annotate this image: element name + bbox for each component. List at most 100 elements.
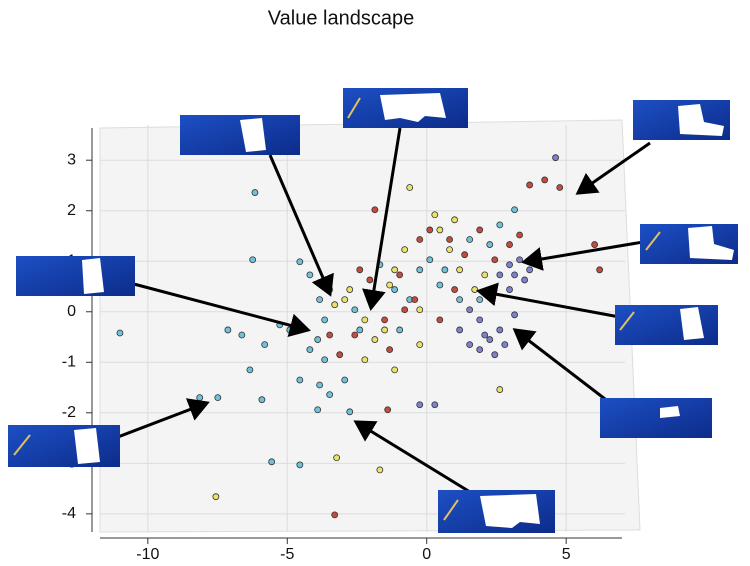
arrow	[362, 127, 402, 311]
point	[451, 286, 459, 293]
point	[466, 306, 474, 314]
point	[316, 381, 324, 389]
point	[446, 236, 453, 243]
point	[431, 211, 439, 219]
point	[326, 391, 334, 399]
point	[476, 226, 484, 234]
point	[416, 341, 424, 349]
point	[381, 326, 389, 334]
point	[496, 386, 504, 393]
x-tick-label: -5	[280, 546, 294, 563]
point	[391, 266, 399, 274]
point	[224, 326, 232, 334]
point	[416, 401, 424, 409]
point	[326, 331, 334, 339]
point	[481, 271, 489, 279]
y-tick-label: 0	[67, 303, 76, 320]
point	[336, 351, 344, 359]
point	[516, 231, 523, 239]
point	[286, 326, 294, 334]
point	[401, 306, 409, 314]
point	[552, 154, 559, 162]
point	[496, 326, 504, 334]
chart-title: Value landscape	[268, 7, 414, 29]
point	[436, 281, 444, 289]
point	[296, 258, 304, 266]
point	[416, 306, 424, 314]
point	[331, 301, 339, 309]
point	[431, 401, 439, 409]
x-tick-label: -10	[136, 546, 159, 563]
point	[481, 331, 489, 339]
point	[441, 266, 449, 274]
point	[361, 316, 369, 324]
point	[296, 376, 304, 384]
point	[356, 266, 364, 274]
point	[476, 316, 484, 324]
point	[346, 408, 354, 416]
point	[476, 296, 484, 304]
point	[496, 271, 504, 279]
y-tick-label: -2	[62, 404, 76, 421]
point	[258, 396, 266, 404]
point	[491, 351, 499, 359]
point	[296, 461, 304, 469]
point	[471, 286, 479, 293]
arrow	[268, 154, 334, 297]
point	[416, 266, 424, 274]
point	[511, 206, 518, 214]
point	[466, 341, 474, 349]
y-tick-label: 2	[67, 202, 76, 219]
point	[341, 296, 349, 304]
point	[526, 181, 534, 189]
thumbnails	[8, 88, 738, 533]
thumbnail	[640, 224, 738, 264]
point	[351, 306, 359, 314]
point	[306, 346, 314, 354]
point	[451, 216, 459, 224]
point	[506, 286, 513, 293]
point	[212, 493, 220, 501]
point	[384, 406, 392, 414]
thumbnail	[600, 398, 712, 438]
point	[386, 346, 394, 354]
plot-pane	[99, 119, 641, 533]
point	[596, 266, 604, 274]
point	[416, 236, 424, 243]
point	[356, 326, 364, 334]
y-tick-label: -1	[62, 354, 76, 371]
thumbnail	[180, 115, 300, 155]
arrow	[521, 238, 656, 271]
point	[491, 256, 499, 264]
point	[486, 241, 494, 248]
point	[526, 266, 534, 274]
point	[541, 176, 549, 184]
y-tick-label: -4	[62, 505, 76, 522]
point	[261, 341, 269, 349]
point	[591, 241, 599, 248]
point	[361, 356, 369, 364]
point	[391, 286, 399, 293]
point	[466, 236, 474, 243]
point	[314, 336, 322, 343]
point	[376, 466, 384, 474]
point	[461, 251, 469, 259]
point	[246, 366, 254, 374]
arrow	[353, 420, 471, 494]
thumbnail	[633, 100, 730, 140]
point	[426, 256, 434, 264]
point	[511, 311, 518, 319]
point	[371, 336, 379, 343]
thumbnail	[8, 425, 120, 467]
x-tick-label: 0	[422, 546, 431, 563]
point	[116, 329, 124, 337]
arrow	[476, 282, 626, 320]
point	[268, 458, 276, 466]
point	[371, 206, 379, 214]
point	[391, 366, 399, 374]
x-tick-label: 5	[562, 546, 571, 563]
point	[511, 271, 518, 279]
point	[321, 356, 329, 364]
arrow	[109, 398, 210, 442]
point	[436, 226, 444, 234]
